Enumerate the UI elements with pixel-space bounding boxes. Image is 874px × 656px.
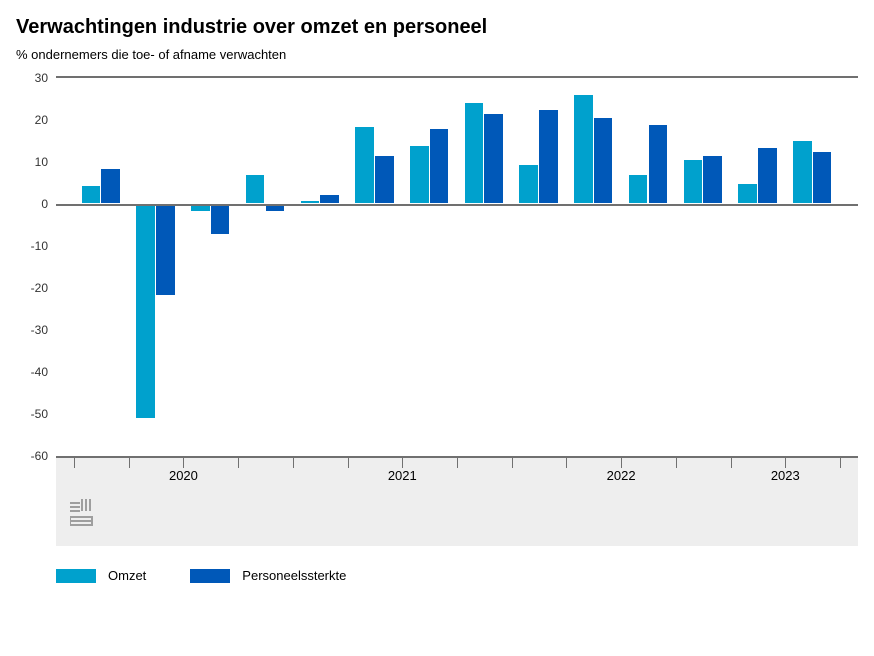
legend-label: Personeelssterkte [242, 568, 346, 583]
bar-group [566, 78, 621, 456]
bar-group [129, 78, 184, 456]
bar-personeel [539, 110, 558, 203]
legend-swatch-icon [56, 569, 96, 583]
y-tick-label: -50 [16, 407, 56, 421]
bar-group [676, 78, 731, 456]
chart-title: Verwachtingen industrie over omzet en pe… [16, 16, 858, 39]
x-tick [238, 458, 239, 468]
y-tick-label: -10 [16, 239, 56, 253]
bar-group [512, 78, 567, 456]
bar-omzet [355, 127, 374, 203]
bar-omzet [629, 175, 648, 202]
bar-omzet [82, 186, 101, 203]
x-tick [293, 458, 294, 468]
bar-personeel [703, 156, 722, 202]
y-tick-label: 0 [16, 197, 56, 211]
bar-omzet [738, 184, 757, 203]
bar-group [731, 78, 786, 456]
x-year-label: 2020 [169, 468, 198, 483]
y-tick-label: 10 [16, 155, 56, 169]
y-tick-label: -20 [16, 281, 56, 295]
bar-personeel [484, 114, 503, 203]
plot-area: -60-50-40-30-20-100102030 [56, 76, 858, 456]
bar-personeel [430, 129, 449, 203]
zero-line [56, 204, 858, 206]
x-tick [129, 458, 130, 468]
bar-personeel [101, 169, 120, 203]
chart-subtitle: % ondernemers die toe- of afname verwach… [16, 47, 858, 62]
x-tick [457, 458, 458, 468]
bar-personeel [594, 118, 613, 202]
bar-group [348, 78, 403, 456]
x-year-label: 2022 [607, 468, 636, 483]
x-tick [785, 458, 786, 468]
bar-omzet [519, 165, 538, 203]
y-tick-label: 30 [16, 71, 56, 85]
bar-omzet [793, 141, 812, 202]
legend-swatch-icon [190, 569, 230, 583]
bar-omzet [684, 160, 703, 202]
bar-group [293, 78, 348, 456]
bar-group [238, 78, 293, 456]
bar-group [457, 78, 512, 456]
bar-personeel [320, 195, 339, 203]
plot [56, 78, 858, 456]
x-tick [840, 458, 841, 468]
cbs-logo-icon [70, 499, 102, 534]
y-tick-label: 20 [16, 113, 56, 127]
bars-layer [56, 78, 858, 456]
bar-personeel [649, 125, 668, 203]
bar-group [621, 78, 676, 456]
y-tick-label: -40 [16, 365, 56, 379]
x-tick [621, 458, 622, 468]
bar-omzet [301, 201, 320, 203]
chart-container: Verwachtingen industrie over omzet en pe… [16, 16, 858, 583]
bar-personeel [211, 205, 230, 235]
bar-omzet [465, 103, 484, 202]
x-tick [183, 458, 184, 468]
x-year-label: 2023 [771, 468, 800, 483]
bar-personeel [758, 148, 777, 203]
bar-personeel [156, 205, 175, 296]
y-tick-label: -60 [16, 449, 56, 463]
bar-omzet [246, 175, 265, 202]
legend-item-personeel: Personeelssterkte [190, 568, 346, 583]
x-tick [348, 458, 349, 468]
x-tick [566, 458, 567, 468]
bar-group [74, 78, 129, 456]
legend-item-omzet: Omzet [56, 568, 146, 583]
bar-omzet [410, 146, 429, 203]
bar-omzet [574, 95, 593, 203]
x-year-label: 2021 [388, 468, 417, 483]
legend: Omzet Personeelssterkte [56, 568, 858, 583]
bar-group [402, 78, 457, 456]
x-tick [402, 458, 403, 468]
bar-group [785, 78, 840, 456]
legend-label: Omzet [108, 568, 146, 583]
chart-wrap: -60-50-40-30-20-100102030 20202021202220… [16, 76, 858, 546]
x-tick [512, 458, 513, 468]
x-tick [676, 458, 677, 468]
x-tick [731, 458, 732, 468]
x-axis-band: 2020 2021 2022 2023 [56, 456, 858, 546]
bar-personeel [813, 152, 832, 203]
bar-personeel [375, 156, 394, 202]
bar-omzet [136, 205, 155, 418]
x-tick [74, 458, 75, 468]
y-tick-label: -30 [16, 323, 56, 337]
bar-group [183, 78, 238, 456]
